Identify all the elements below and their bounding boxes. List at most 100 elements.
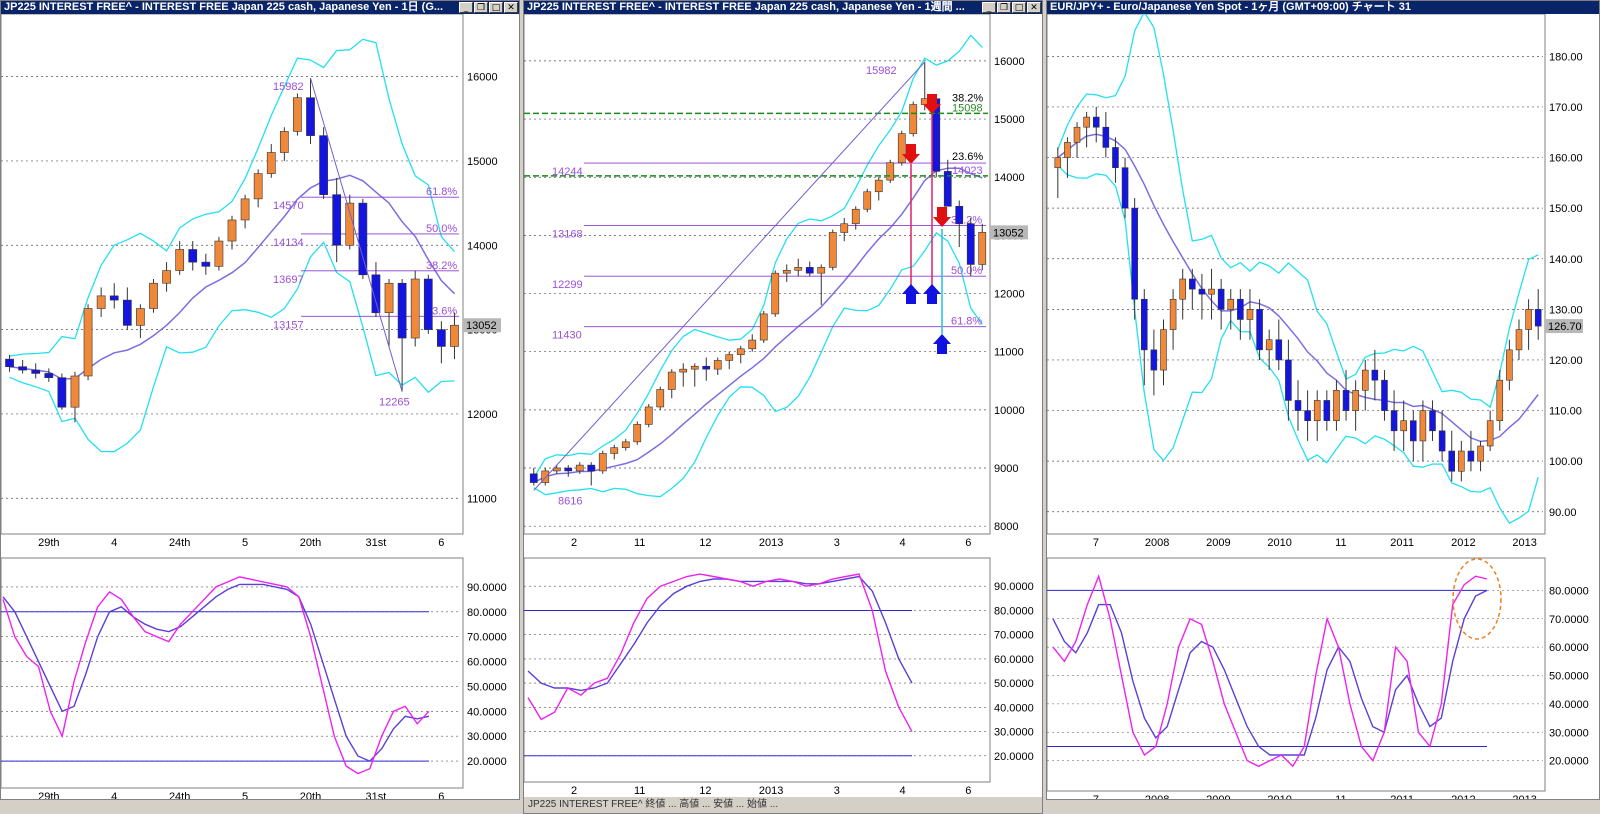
candle-down xyxy=(529,473,538,483)
date-tick-label: 2010 xyxy=(1267,537,1291,549)
chart-canvas[interactable]: 180.00 170.00 160.00 150.00 140.00 130.00 120.… xyxy=(1047,14,1599,800)
date-tick-label: 2 xyxy=(571,785,577,797)
candle-up xyxy=(1246,309,1254,320)
price-tick-label: 110.00 xyxy=(1549,406,1582,418)
candle-down xyxy=(1304,410,1311,421)
chart-window-jp225-weekly[interactable]: JP225 INTEREST FREE^ - INTEREST FREE Jap… xyxy=(523,0,1043,814)
candle-down xyxy=(371,274,381,314)
down-arrow-icon xyxy=(933,207,951,227)
candle-up xyxy=(240,198,250,221)
minimize-button[interactable]: _ xyxy=(982,2,996,13)
candle-down xyxy=(18,366,27,371)
candle-up xyxy=(1506,349,1513,381)
minimize-button[interactable]: _ xyxy=(459,2,473,13)
candle-down xyxy=(437,329,446,347)
fib-level-label: 11430 xyxy=(552,330,582,342)
close-button[interactable]: ✕ xyxy=(1027,2,1041,13)
window-titlebar[interactable]: JP225 INTEREST FREE^ - INTEREST FREE Jap… xyxy=(1,1,519,14)
candle-up xyxy=(70,375,80,408)
date-tick-label: 2009 xyxy=(1206,537,1230,549)
stochastic-slow-line xyxy=(527,575,913,692)
date-tick-label: 11 xyxy=(1335,794,1346,800)
bollinger-lower-line xyxy=(533,231,983,498)
restore-button[interactable]: ❐ xyxy=(474,2,488,13)
date-tick-label: 6 xyxy=(965,785,971,797)
candle-up xyxy=(874,179,883,193)
window-titlebar[interactable]: JP225 INTEREST FREE^ - INTEREST FREE Jap… xyxy=(524,1,1042,14)
osc-tick-label: 80.0000 xyxy=(467,607,507,619)
maximize-button[interactable]: □ xyxy=(489,2,503,13)
candle-down xyxy=(1323,400,1331,421)
price-tick-label: 90.00 xyxy=(1549,507,1577,519)
window-titlebar[interactable]: EUR/JPY+ - Euro/Japanese Yen Spot - 1ヶ月 … xyxy=(1047,1,1599,14)
restore-button[interactable]: ❐ xyxy=(997,2,1011,13)
date-tick-label: 4 xyxy=(111,791,117,800)
candle-up xyxy=(1073,126,1081,143)
date-tick-label: 3 xyxy=(834,537,840,549)
osc-tick-label: 30.0000 xyxy=(467,731,507,743)
candle-up xyxy=(828,232,837,268)
candle-up xyxy=(162,270,171,284)
candle-up xyxy=(736,348,745,355)
candle-down xyxy=(1448,450,1456,472)
chart-canvas[interactable]: 16000150001400013000120001100029th29th44… xyxy=(1,14,519,800)
current-price-box xyxy=(990,225,1028,240)
candle-up xyxy=(1419,410,1427,442)
candle-up xyxy=(863,191,872,210)
candle-down xyxy=(109,295,119,301)
date-tick-label: 20th xyxy=(300,537,321,549)
bollinger-upper-line xyxy=(1057,14,1539,409)
price-tick-label: 8000 xyxy=(994,521,1018,533)
date-tick-label: 11 xyxy=(1335,537,1346,549)
osc-tick-label: 30.0000 xyxy=(1549,727,1589,739)
chart-window-eurjpy-monthly[interactable]: EUR/JPY+ - Euro/Japanese Yen Spot - 1ヶ月 … xyxy=(1046,0,1600,800)
trend-line xyxy=(310,77,403,392)
candle-down xyxy=(564,467,573,472)
candle-up xyxy=(1160,329,1167,371)
candle-up xyxy=(175,249,185,271)
price-tick-label: 15000 xyxy=(467,156,498,168)
candle-up xyxy=(690,365,699,370)
chart-window-jp225-daily[interactable]: JP225 INTEREST FREE^ - INTEREST FREE Jap… xyxy=(0,0,520,800)
candle-up xyxy=(748,339,757,350)
fib-level-label: 14244 xyxy=(552,166,583,178)
osc-tick-label: 40.0000 xyxy=(467,706,507,718)
date-tick-label: 31st xyxy=(366,537,387,549)
candle-up xyxy=(279,131,289,153)
osc-tick-label: 90.0000 xyxy=(467,582,507,594)
candle-down xyxy=(1102,126,1110,148)
candle-down xyxy=(1237,298,1244,320)
candle-up xyxy=(1208,288,1215,295)
close-button[interactable]: ✕ xyxy=(504,2,518,13)
chart-canvas[interactable]: 1600015000140001300012000110001000090008… xyxy=(524,14,1042,798)
moving-average-line xyxy=(1057,133,1539,443)
candle-up xyxy=(227,219,237,242)
moving-average-line xyxy=(533,167,983,484)
candle-up xyxy=(1477,445,1484,462)
date-tick-label: 3 xyxy=(834,785,840,797)
candle-down xyxy=(1189,278,1196,290)
candle-down xyxy=(358,202,368,276)
candle-down xyxy=(188,249,198,263)
candle-up xyxy=(149,282,158,309)
date-tick-label: 2009 xyxy=(1206,794,1230,800)
candle-up xyxy=(725,354,734,361)
price-tick-label: 11000 xyxy=(467,493,497,505)
fib-percent-label: 23.6% xyxy=(426,305,457,317)
date-tick-label: 11 xyxy=(634,537,645,549)
maximize-button[interactable]: □ xyxy=(1012,2,1026,13)
candle-up xyxy=(214,240,224,267)
candle-down xyxy=(1140,298,1148,351)
oscillator-panel xyxy=(1047,557,1546,792)
price-tick-label: 140.00 xyxy=(1549,254,1583,266)
candle-down xyxy=(1390,410,1398,432)
candle-down xyxy=(122,299,132,326)
fib-percent-label: 38.2% xyxy=(952,93,983,105)
candle-down xyxy=(1381,379,1388,411)
date-tick-label: 7 xyxy=(1093,794,1099,800)
highlight-ellipse xyxy=(1452,558,1502,640)
stochastic-slow-line xyxy=(2,583,430,762)
candle-up xyxy=(633,424,642,443)
date-tick-label: 2012 xyxy=(1451,537,1475,549)
candle-down xyxy=(966,223,975,265)
